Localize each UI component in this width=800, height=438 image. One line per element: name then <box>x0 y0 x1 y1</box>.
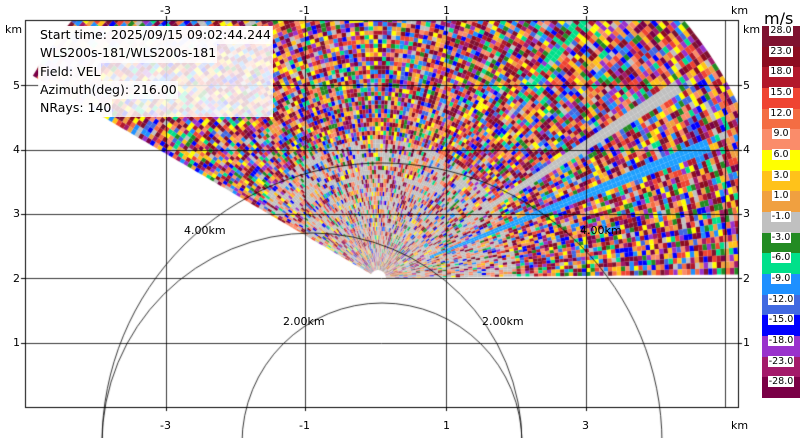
x-tick-top: 3 <box>582 4 589 17</box>
y-tick-left: 3 <box>13 207 20 220</box>
colorbar-swatch <box>762 150 800 172</box>
colorbar-unit: m/s <box>764 9 794 28</box>
range-ring-label: 4.00km <box>580 224 622 237</box>
y-tick-left: 1 <box>13 336 20 349</box>
y-unit-left: km <box>5 23 23 36</box>
colorbar-label: 12.0 <box>769 107 793 119</box>
colorbar-label: -18.0 <box>767 335 795 346</box>
colorbar-label: 1.0 <box>772 190 790 202</box>
range-ring-label: 2.00km <box>283 315 325 328</box>
y-tick-right: 2 <box>743 272 750 285</box>
range-ring-label: 4.00km <box>184 224 226 237</box>
info-box: Start time: 2025/09/15 09:02:44.244 WLS2… <box>38 26 273 118</box>
y-tick-right: 5 <box>743 79 750 92</box>
colorbar-label: -3.0 <box>770 231 792 243</box>
colorbar-label: -15.0 <box>767 314 795 326</box>
azimuth-label: Azimuth(deg): 216.00 <box>39 80 178 100</box>
colorbar-label: 3.0 <box>772 169 790 181</box>
range-ring-label: 2.00km <box>482 315 524 328</box>
x-tick-bottom: 3 <box>582 419 589 432</box>
colorbar-label: 23.0 <box>769 45 793 57</box>
x-tick-bottom: -3 <box>160 419 171 432</box>
colorbar-label: -6.0 <box>770 252 792 264</box>
colorbar-label: 18.0 <box>769 66 793 78</box>
nrays-label: NRays: 140 <box>39 99 113 118</box>
y-unit-right: km <box>743 23 761 36</box>
colorbar-label: -28.0 <box>767 376 795 388</box>
colorbar-label: 28.0 <box>769 25 793 36</box>
start-time-label: Start time: 2025/09/15 09:02:44.244 <box>39 26 272 45</box>
colorbar-label: -23.0 <box>767 355 795 367</box>
x-unit-top: km <box>731 4 749 17</box>
x-tick-top: -3 <box>160 4 171 17</box>
colorbar-label: 15.0 <box>769 87 793 98</box>
x-tick-top: -1 <box>299 4 310 17</box>
colorbar-label: -9.0 <box>770 273 792 284</box>
colorbar-label: -12.0 <box>767 293 795 305</box>
y-tick-right: 3 <box>743 207 750 220</box>
colorbar-swatch <box>762 191 800 213</box>
x-unit-bottom: km <box>731 419 749 432</box>
colorbar-label: 9.0 <box>772 128 790 140</box>
colorbar-label: -1.0 <box>770 211 792 222</box>
x-tick-bottom: 1 <box>443 419 450 432</box>
y-tick-left: 5 <box>13 79 20 92</box>
colorbar-swatch <box>762 129 800 151</box>
x-tick-top: 1 <box>443 4 450 17</box>
y-tick-right: 1 <box>743 336 750 349</box>
colorbar-label: 6.0 <box>772 149 790 160</box>
y-tick-right: 4 <box>743 143 750 156</box>
instrument-label: WLS200s-181/WLS200s-181 <box>39 44 218 63</box>
y-tick-left: 4 <box>13 143 20 156</box>
field-label: Field: VEL <box>39 62 102 81</box>
x-tick-bottom: -1 <box>299 419 310 432</box>
colorbar-swatch <box>762 170 800 192</box>
y-tick-left: 2 <box>13 272 20 285</box>
